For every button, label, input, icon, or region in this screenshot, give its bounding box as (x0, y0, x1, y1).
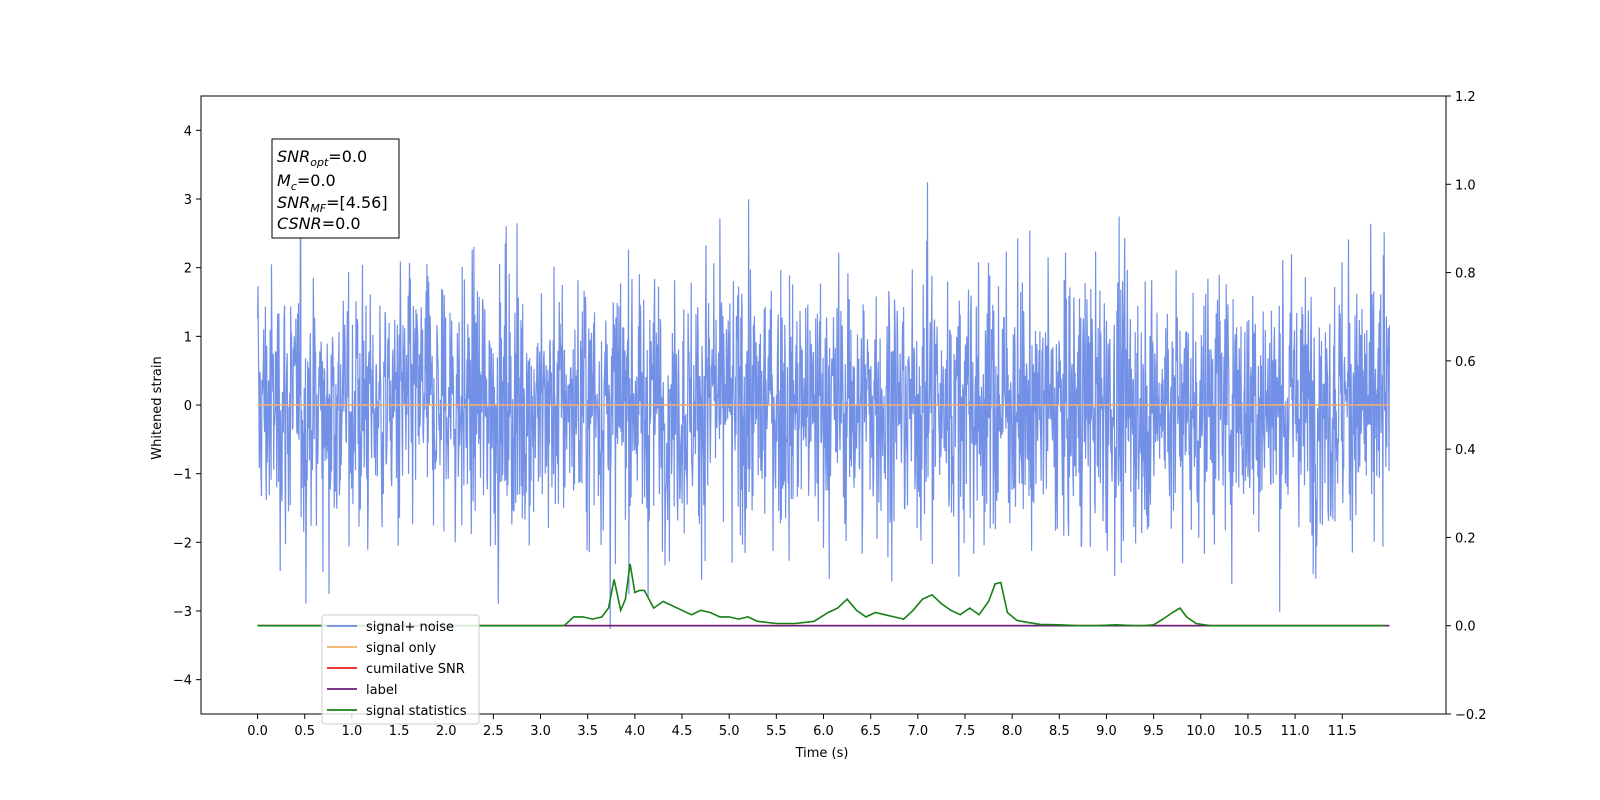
x-tick-label: 5.5 (766, 724, 787, 739)
series-signal-noise (257, 182, 1390, 630)
x-tick-label: 3.5 (577, 724, 598, 739)
x-tick-label: 8.5 (1049, 724, 1070, 739)
y2-tick-label: 0.6 (1455, 355, 1476, 370)
y-tick-label: −1 (173, 468, 192, 483)
y-tick-label: 2 (184, 262, 192, 277)
y-tick-label: −2 (173, 536, 192, 551)
x-tick-label: 9.0 (1096, 724, 1117, 739)
x-tick-label: 2.0 (436, 724, 457, 739)
y2-tick-label: 1.2 (1455, 90, 1476, 105)
stat-chirp-mass: Mc=0.0 (277, 171, 336, 193)
x-tick-label: 11.0 (1281, 724, 1310, 739)
stats-box: SNRopt=0.0 Mc=0.0 SNRMF=[4.56] CSNR=0.0 (271, 138, 400, 239)
legend-label: signal only (366, 641, 436, 656)
x-tick-label: 0.0 (247, 724, 268, 739)
legend-label: cumilative SNR (366, 662, 465, 677)
y2-tick-label: 0.8 (1455, 267, 1476, 282)
x-tick-label: 7.5 (955, 724, 976, 739)
x-tick-label: 1.0 (342, 724, 363, 739)
x-tick-label: 0.5 (294, 724, 315, 739)
y2-tick-label: 1.0 (1455, 178, 1476, 193)
x-tick-label: 10.5 (1233, 724, 1262, 739)
y-tick-label: 1 (184, 330, 192, 345)
y2-tick-label: 0.0 (1455, 620, 1476, 635)
stat-snr-opt: SNRopt=0.0 (277, 147, 367, 169)
plot-area (257, 182, 1390, 630)
x-tick-label: 4.0 (625, 724, 646, 739)
legend: signal+ noise signal only cumilative SNR la… (321, 614, 480, 725)
y-axis-label: Whitened strain (150, 356, 165, 459)
series-signal-statistics (257, 563, 1385, 627)
x-axis-label: Time (s) (795, 746, 849, 761)
x-tick-label: 3.0 (530, 724, 551, 739)
x-tick-label: 8.0 (1002, 724, 1023, 739)
y-tick-label: 0 (184, 399, 192, 414)
y-tick-label: −4 (173, 674, 192, 689)
legend-label: signal+ noise (366, 620, 454, 635)
stat-csnr: CSNR=0.0 (277, 214, 361, 233)
stat-snr-mf: SNRMF=[4.56] (277, 193, 388, 215)
x-tick-label: 1.5 (389, 724, 410, 739)
x-tick-label: 6.5 (860, 724, 881, 739)
legend-label: signal statistics (366, 704, 467, 719)
x-tick-label: 11.5 (1328, 724, 1357, 739)
x-tick-label: 10.0 (1186, 724, 1215, 739)
stats-box-frame (271, 138, 400, 239)
x-tick-label: 7.0 (907, 724, 928, 739)
x-tick-label: 9.5 (1143, 724, 1164, 739)
y2-tick-label: 0.4 (1455, 443, 1476, 458)
y2-tick-label: −0.2 (1455, 708, 1487, 723)
y-tick-label: 3 (184, 193, 192, 208)
x-tick-label: 5.0 (719, 724, 740, 739)
y2-tick-label: 0.2 (1455, 531, 1476, 546)
x-tick-label: 6.0 (813, 724, 834, 739)
y-tick-label: 4 (184, 124, 192, 139)
legend-label: label (366, 683, 397, 698)
y-tick-label: −3 (173, 605, 192, 620)
legend-frame (321, 614, 480, 725)
x-tick-label: 4.5 (672, 724, 693, 739)
x-tick-label: 2.5 (483, 724, 504, 739)
axes: 0.0 0.5 1.0 1.5 2.0 2.5 3.0 3.5 4.0 4.5 5.0 5.5 6.0 6… (173, 90, 1487, 739)
